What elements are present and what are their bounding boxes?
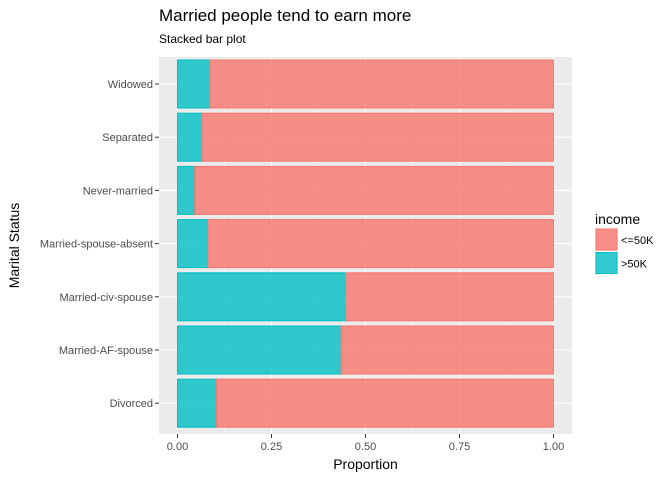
bar-50k bbox=[201, 112, 554, 162]
x-tick-label: 0.25 bbox=[261, 441, 282, 453]
bar-50k bbox=[207, 219, 554, 269]
x-axis: 0.00 0.25 0.50 0.75 1.00 bbox=[167, 434, 564, 453]
legend-swatch bbox=[595, 252, 618, 274]
y-axis-title: Marital Status bbox=[6, 203, 22, 289]
legend-title: income bbox=[595, 211, 640, 227]
bar-50k bbox=[340, 325, 554, 375]
chart-subtitle: Stacked bar plot bbox=[159, 32, 246, 46]
x-tick-label: 0.00 bbox=[167, 441, 188, 453]
legend-label: <=50K bbox=[621, 235, 654, 247]
y-tick-label: Married-spouse-absent bbox=[40, 239, 153, 251]
bar-50k bbox=[177, 165, 196, 215]
x-axis-title: Proportion bbox=[333, 456, 398, 472]
y-tick-label: Married-civ-spouse bbox=[59, 292, 153, 304]
x-tick-label: 0.75 bbox=[449, 441, 470, 453]
chart-title: Married people tend to earn more bbox=[159, 6, 411, 25]
bar-50k bbox=[345, 272, 554, 322]
bar-50k bbox=[177, 272, 347, 322]
bar-50k bbox=[177, 112, 203, 162]
bars bbox=[177, 59, 555, 428]
legend-swatch bbox=[595, 228, 618, 251]
x-tick-label: 0.50 bbox=[355, 441, 376, 453]
bar-50k bbox=[216, 378, 554, 428]
legend: income <=50K >50K bbox=[595, 211, 654, 275]
bar-50k bbox=[177, 219, 209, 269]
y-tick-label: Divorced bbox=[110, 398, 153, 410]
y-tick-label: Widowed bbox=[108, 79, 153, 91]
y-tick-label: Never-married bbox=[83, 185, 153, 197]
bar-50k bbox=[209, 59, 554, 109]
x-tick-label: 1.00 bbox=[543, 441, 564, 453]
bar-50k bbox=[177, 378, 218, 428]
bar-50k bbox=[177, 325, 342, 375]
y-tick-label: Married-AF-spouse bbox=[59, 345, 153, 357]
bar-50k bbox=[194, 165, 555, 215]
y-tick-label: Separated bbox=[102, 132, 153, 144]
bar-50k bbox=[177, 59, 211, 109]
y-axis: Widowed Separated Never-married Married-spo… bbox=[40, 79, 159, 410]
legend-label: >50K bbox=[621, 259, 648, 271]
